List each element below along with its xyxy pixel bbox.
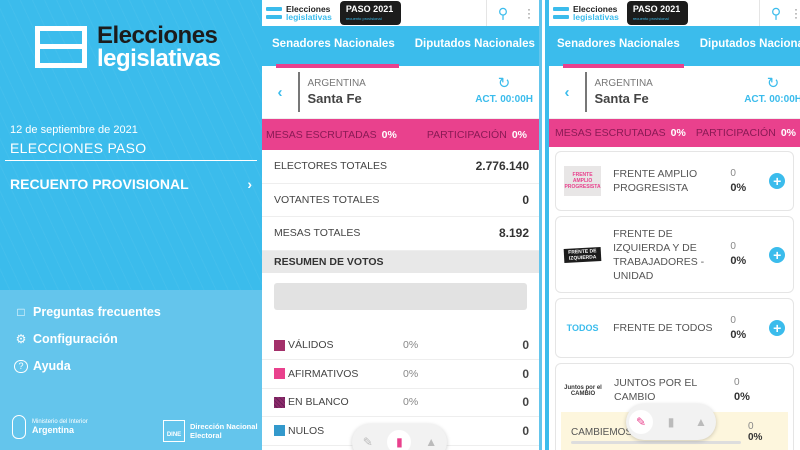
bar-chart-icon[interactable]: ▮ — [387, 430, 412, 450]
refresh-button[interactable]: ↻ ACT. 00:00H — [475, 74, 533, 105]
help-label: Ayuda — [33, 359, 71, 373]
vote-row: EN BLANCO 0% 0 — [262, 389, 539, 417]
resumen-header: RESUMEN DE VOTOS — [262, 250, 539, 273]
summary-bar: MESAS ESCRUTADAS 0% PARTICIPACIÓN 0% — [549, 119, 800, 147]
sidebar: Elecciones legislativas 12 de septiembre… — [0, 0, 262, 450]
search-icon[interactable]: ⚲ — [770, 4, 782, 21]
paso-badge: PASO 2021 recuento provisional — [339, 1, 402, 25]
province-label: Santa Fe — [594, 91, 649, 106]
election-type: ELECCIONES PASO — [10, 140, 147, 156]
vote-row: AFIRMATIVOS 0% 0 — [262, 360, 539, 389]
election-date: 12 de septiembre de 2021 — [10, 124, 138, 136]
chevron-right-icon: › — [247, 176, 252, 192]
location-header: ‹ ARGENTINA Santa Fe ↻ ACT. 00:00H — [262, 66, 539, 119]
faq-label: Preguntas frecuentes — [33, 305, 161, 319]
back-chevron-icon[interactable]: ‹ — [564, 83, 570, 101]
app-logo: Elecciones legislativas — [35, 22, 221, 72]
votes-progress-bar — [274, 282, 527, 310]
coat-of-arms-icon — [12, 415, 26, 439]
map-icon[interactable]: ▲ — [695, 415, 707, 429]
tab-senadores[interactable]: Senadores Nacionales — [262, 26, 405, 68]
stat-row: VOTANTES TOTALES 0 — [262, 184, 539, 217]
mini-logo: Elecciones legislativas — [573, 3, 619, 22]
refresh-icon: ↻ — [766, 75, 780, 92]
refresh-button[interactable]: ↻ ACT. 00:00H — [744, 74, 800, 105]
paso-badge: PASO 2021 recuento provisional — [626, 1, 689, 25]
help-circle-icon: ? — [14, 359, 28, 373]
vote-row: VÁLIDOS 0% 0 — [262, 332, 539, 360]
logo-line2: legislativas — [97, 45, 221, 72]
settings-link[interactable]: ⚙ Configuración — [14, 332, 118, 346]
recuento-label: RECUENTO PROVISIONAL — [10, 176, 189, 192]
tabs: Senadores Nacionales Diputados Nacionale… — [549, 26, 800, 68]
country-label: ARGENTINA — [307, 78, 366, 89]
country-label: ARGENTINA — [594, 78, 653, 89]
province-label: Santa Fe — [307, 91, 362, 106]
summary-bar: MESAS ESCRUTADAS 0% PARTICIPACIÓN 0% — [262, 119, 539, 150]
stat-row: MESAS TOTALES 8.192 — [262, 217, 539, 251]
search-icon[interactable]: ⚲ — [497, 4, 509, 21]
help-link[interactable]: ? Ayuda — [14, 359, 71, 373]
gear-icon: ⚙ — [15, 332, 27, 346]
party-name: FRENTE DE TODOS — [613, 322, 713, 334]
stat-row: ELECTORES TOTALES 2.776.140 — [262, 150, 539, 184]
party-card: TODOS FRENTE DE TODOS 0 0% + — [555, 298, 794, 358]
more-menu-icon[interactable]: · · · — [794, 2, 798, 24]
bar-chart-icon[interactable]: ▮ — [667, 415, 675, 429]
dine-line2: Electoral — [190, 431, 222, 440]
map-icon[interactable]: ▲ — [425, 435, 438, 449]
last-update: ACT. 00:00H — [475, 94, 533, 105]
party-name: FRENTE AMPLIO PROGRESISTA — [613, 168, 698, 194]
party-logo: FRENTE AMPLIO PROGRESISTA — [564, 166, 602, 196]
dine-logo: DINE Dirección Nacional Electoral — [163, 420, 258, 442]
chat-bubble-icon: □ — [17, 305, 25, 319]
party-logo: FRENTE DE IZQUIERDA — [563, 246, 602, 263]
last-update: ACT. 00:00H — [744, 94, 800, 105]
refresh-icon: ↻ — [497, 75, 511, 92]
expand-icon[interactable]: + — [769, 173, 785, 189]
logo-line1: Elecciones — [97, 22, 218, 49]
bottom-nav: ✎ ▮ ▲ — [626, 404, 716, 440]
mini-logo-icon — [266, 7, 282, 19]
ministerio-logo: Ministerio del Interior Argentina — [12, 415, 88, 439]
mini-logo: Elecciones legislativas — [286, 3, 332, 22]
bottom-nav: ✎ ▮ ▲ — [352, 424, 447, 450]
party-name: JUNTOS POR EL CAMBIO — [614, 377, 697, 403]
tabs: Senadores Nacionales Diputados Nacionale… — [262, 26, 539, 68]
more-menu-icon[interactable]: · · · — [527, 2, 531, 24]
settings-label: Configuración — [33, 332, 118, 346]
flag-logo-icon — [35, 26, 87, 68]
expand-icon[interactable]: + — [769, 246, 785, 263]
tab-diputados[interactable]: Diputados Nacionales — [699, 38, 800, 50]
top-bar: Elecciones legislativas PASO 2021 recuen… — [262, 0, 539, 26]
back-chevron-icon[interactable]: ‹ — [277, 83, 283, 101]
ministerio-small: Ministerio del Interior — [32, 419, 88, 425]
party-card: Juntos por el CAMBIO JUNTOS POR EL CAMBI… — [555, 363, 794, 450]
tab-diputados[interactable]: Diputados Nacionales — [414, 38, 535, 50]
ministerio-big: Argentina — [32, 425, 75, 435]
dine-line1: Dirección Nacional — [190, 422, 258, 431]
party-card: FRENTE DE IZQUIERDA FRENTE DE IZQUIERDA … — [555, 216, 794, 293]
recuento-provisional-link[interactable]: RECUENTO PROVISIONAL › — [10, 176, 252, 192]
party-logo: TODOS — [566, 323, 599, 333]
party-logo: Juntos por el CAMBIO — [564, 385, 602, 397]
summary-panel: Elecciones legislativas PASO 2021 recuen… — [262, 0, 542, 450]
expand-icon[interactable]: + — [769, 320, 785, 336]
top-bar: Elecciones legislativas PASO 2021 recuen… — [549, 0, 800, 26]
tab-senadores[interactable]: Senadores Nacionales — [549, 26, 690, 68]
faq-link[interactable]: □ Preguntas frecuentes — [14, 305, 161, 319]
location-header: ‹ ARGENTINA Santa Fe ↻ ACT. 00:00H — [549, 66, 800, 119]
parties-panel: Elecciones legislativas PASO 2021 recuen… — [545, 0, 800, 450]
mini-logo-icon — [553, 7, 569, 19]
party-card: FRENTE AMPLIO PROGRESISTA FRENTE AMPLIO … — [555, 151, 794, 211]
divider — [5, 160, 257, 161]
sidebar-lower-panel — [0, 290, 262, 450]
party-name: FRENTE DE IZQUIERDA Y DE TRABAJADORES - … — [613, 227, 705, 282]
ballot-icon[interactable]: ✎ — [629, 410, 653, 434]
dine-box-icon: DINE — [163, 420, 185, 442]
ballot-icon[interactable]: ✎ — [362, 435, 373, 449]
